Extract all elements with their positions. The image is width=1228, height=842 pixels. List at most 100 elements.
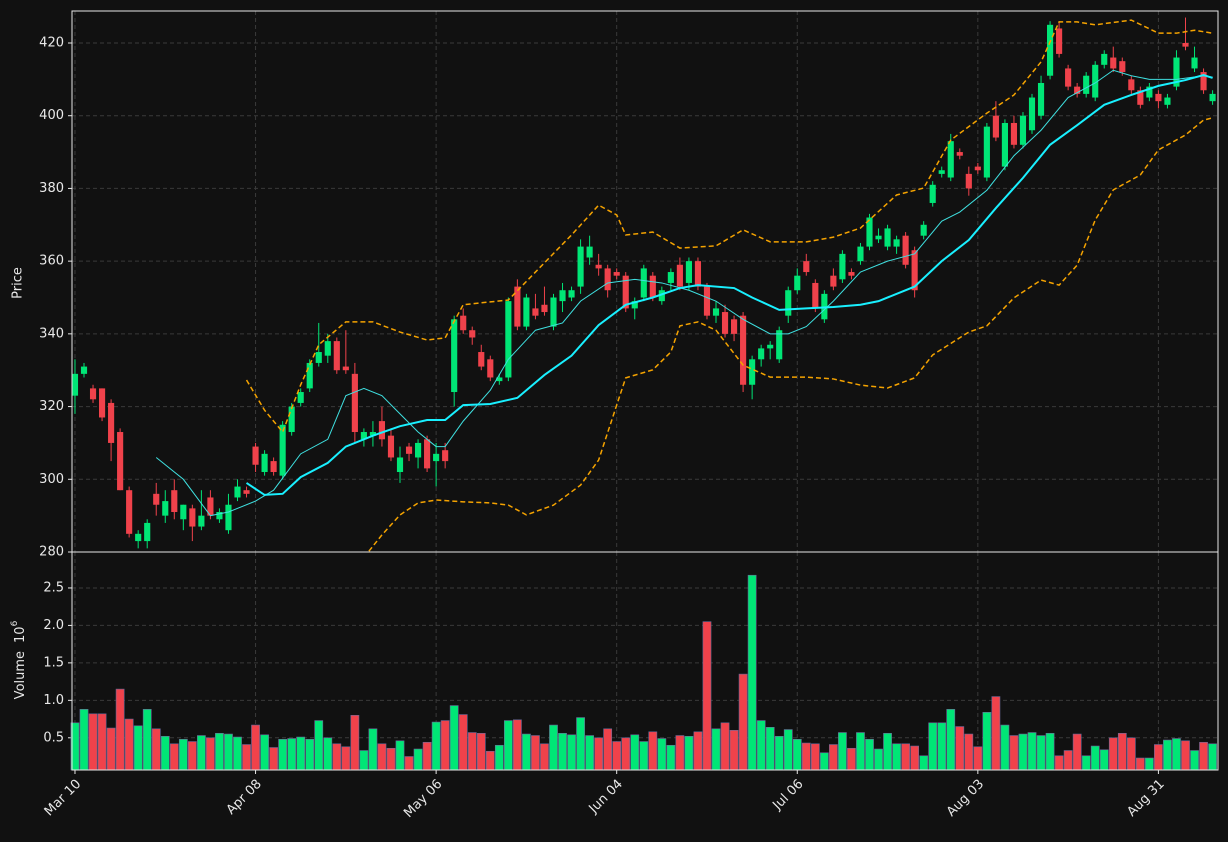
indicator-line bbox=[155, 69, 1213, 517]
volume-bar bbox=[494, 744, 504, 771]
volume-bar bbox=[829, 744, 838, 771]
candle-body bbox=[207, 497, 214, 516]
volume-bar bbox=[765, 726, 775, 771]
plot-layer: 2803003203403603804004200.51.01.52.02.5M… bbox=[39, 10, 1219, 821]
volume-bar bbox=[874, 748, 883, 771]
y-tick-label: 360 bbox=[39, 254, 64, 269]
volume-bar bbox=[910, 745, 920, 771]
candle-body bbox=[1101, 53, 1108, 65]
candle-body bbox=[550, 297, 557, 327]
volume-bar bbox=[79, 709, 89, 771]
y-tick-label: 340 bbox=[39, 326, 64, 341]
candle-body bbox=[288, 406, 295, 433]
candle-body bbox=[135, 533, 142, 542]
y-tick-label: 280 bbox=[39, 545, 64, 560]
volume-bar bbox=[630, 734, 640, 771]
volume-bar bbox=[1018, 733, 1028, 771]
candle-body bbox=[595, 264, 602, 269]
candle-body bbox=[568, 290, 575, 298]
volume-bar bbox=[305, 738, 315, 771]
volume-bar bbox=[260, 734, 269, 771]
volume-bar bbox=[892, 743, 901, 771]
volume-bar bbox=[1172, 738, 1181, 771]
candle-body bbox=[983, 126, 990, 178]
candle-body bbox=[333, 341, 340, 371]
candle-body bbox=[559, 290, 566, 302]
volume-bar bbox=[991, 696, 1001, 771]
volume-bar bbox=[946, 709, 956, 771]
volume-bar bbox=[1108, 737, 1118, 771]
candle-body bbox=[487, 359, 494, 378]
candle-body bbox=[351, 373, 358, 433]
volume-bar bbox=[1135, 757, 1145, 771]
candle-body bbox=[947, 141, 954, 178]
candle-body bbox=[324, 341, 331, 356]
volume-bar bbox=[224, 733, 233, 771]
candle-body bbox=[460, 315, 467, 331]
volume-bar bbox=[522, 733, 531, 771]
volume-bar bbox=[368, 728, 378, 771]
volume-bar bbox=[1000, 724, 1010, 771]
candle-body bbox=[261, 453, 268, 473]
candle-body bbox=[270, 461, 277, 473]
candle-body bbox=[369, 432, 376, 436]
volume-bar bbox=[1099, 749, 1109, 771]
volume-bar bbox=[1199, 741, 1208, 771]
volume-bar bbox=[422, 741, 432, 771]
candle-body bbox=[712, 308, 720, 316]
volume-bar bbox=[278, 738, 288, 771]
candle-body bbox=[776, 330, 783, 360]
candle-body bbox=[1046, 24, 1054, 76]
y-tick-label: 320 bbox=[39, 399, 64, 414]
volume-bar bbox=[1009, 735, 1019, 771]
volume-bar bbox=[955, 726, 965, 771]
y-tick-label: 400 bbox=[39, 108, 64, 123]
volume-bar bbox=[738, 673, 748, 771]
candle-body bbox=[216, 512, 223, 520]
volume-bar bbox=[810, 743, 820, 771]
volume-bar bbox=[657, 738, 667, 771]
candle-body bbox=[902, 235, 909, 265]
axes-frame bbox=[71, 551, 1219, 771]
volume-bar bbox=[612, 741, 622, 771]
volume-bar bbox=[233, 736, 242, 771]
volume-bar bbox=[729, 729, 739, 771]
volume-bar bbox=[88, 713, 98, 771]
y-tick-label: 0.5 bbox=[43, 730, 64, 745]
volume-bar bbox=[513, 719, 522, 771]
candle-body bbox=[387, 435, 395, 458]
volume-bar bbox=[449, 705, 459, 771]
candle-body bbox=[1083, 75, 1090, 94]
candle-body bbox=[1200, 72, 1207, 91]
volume-bar bbox=[1054, 755, 1064, 771]
volume-bar bbox=[485, 750, 495, 771]
volume-bar bbox=[1163, 739, 1172, 771]
candle-body bbox=[80, 366, 88, 374]
candle-body bbox=[433, 453, 440, 462]
volume-bar bbox=[106, 727, 116, 771]
volume-label-text: Volume bbox=[13, 651, 28, 699]
y-tick-label: 380 bbox=[39, 181, 64, 196]
candle-body bbox=[956, 152, 963, 156]
candle-body bbox=[884, 228, 891, 247]
candle-body bbox=[676, 264, 683, 287]
volume-bar bbox=[549, 724, 558, 771]
indicator-line bbox=[245, 19, 1213, 434]
volume-bar bbox=[531, 735, 540, 771]
candle-body bbox=[703, 286, 711, 316]
volume-bar bbox=[314, 720, 324, 771]
volume-bar bbox=[838, 732, 847, 771]
volume-bar bbox=[585, 735, 594, 771]
volume-bar bbox=[1154, 744, 1163, 771]
volume-bar bbox=[142, 709, 152, 771]
candle-body bbox=[1137, 90, 1144, 105]
volume-bar bbox=[269, 747, 278, 771]
volume-bar bbox=[242, 744, 251, 771]
volume-bar bbox=[476, 732, 486, 771]
y-tick-label: 2.5 bbox=[43, 580, 64, 595]
candle-body bbox=[1092, 64, 1099, 98]
volume-bar bbox=[711, 728, 721, 771]
volume-bar bbox=[1208, 743, 1217, 771]
volume-bar bbox=[774, 735, 784, 771]
candle-body bbox=[586, 246, 593, 258]
